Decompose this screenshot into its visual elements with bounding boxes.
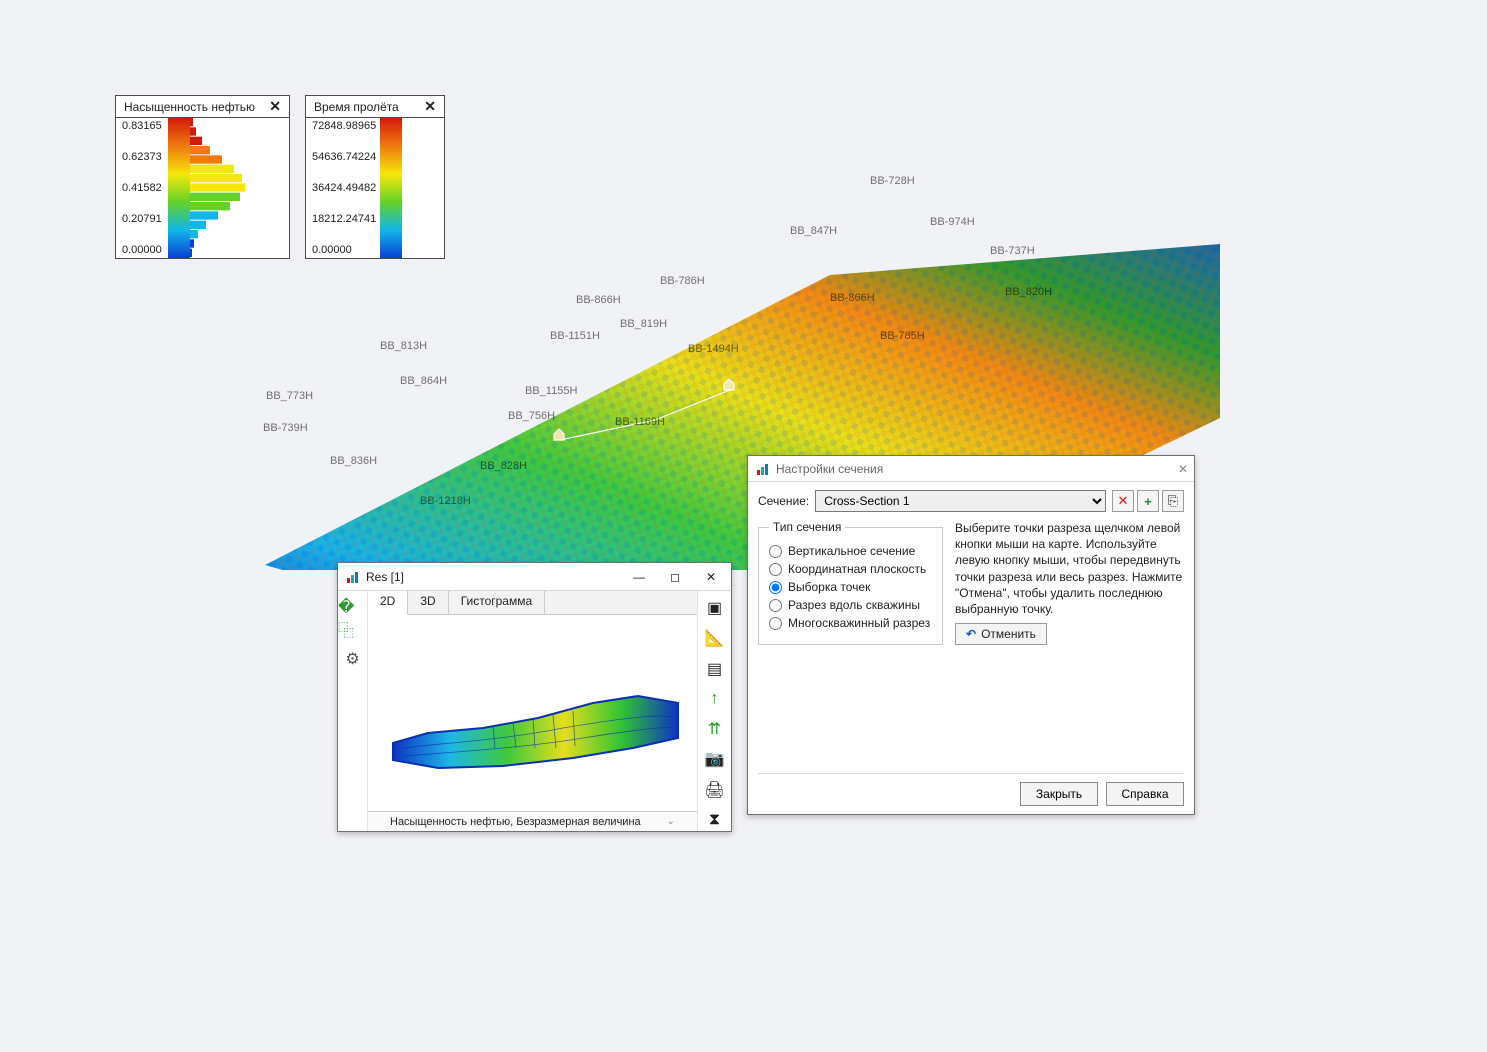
add-section-button[interactable]: + <box>1137 490 1159 512</box>
legend-title: Время пролёта <box>314 100 399 114</box>
res-left-toolbar: �⿻ ⚙ <box>338 591 368 831</box>
res-canvas[interactable] <box>368 615 697 811</box>
section-select[interactable]: Cross-Section 1 <box>815 490 1106 512</box>
tab-3d[interactable]: 3D <box>408 591 448 614</box>
radio-label: Разрез вдоль скважины <box>788 598 920 612</box>
well-label: BB_847H <box>790 225 837 237</box>
legend-title: Насыщенность нефтью <box>124 100 255 114</box>
legend-colorbar <box>168 118 190 258</box>
well-label: BB-728H <box>870 175 915 187</box>
res-title: Res [1] <box>366 570 404 584</box>
section-type-radio-4[interactable]: Многоскважинный разрез <box>769 616 932 630</box>
section-type-radio-1[interactable]: Координатная плоскость <box>769 562 932 576</box>
radio-label: Выборка точек <box>788 580 870 594</box>
legend-close-button[interactable]: ✕ <box>420 98 440 115</box>
help-dialog-button[interactable]: Справка <box>1106 782 1184 806</box>
res-status-text: Насыщенность нефтью, Безразмерная величи… <box>390 816 641 828</box>
res-tabs: 2D3DГистограмма <box>368 591 697 615</box>
radio-input[interactable] <box>769 581 782 594</box>
legend-flight_time[interactable]: Время пролёта ✕ 72848.9896554636.742243642… <box>305 95 445 259</box>
legend-close-button[interactable]: ✕ <box>265 98 285 115</box>
ruler-icon[interactable]: 📐 <box>703 627 727 649</box>
minimize-button[interactable]: — <box>621 564 657 590</box>
well-label: BB_813H <box>380 340 427 352</box>
well-label: BB-739H <box>263 422 308 434</box>
camera-icon[interactable]: 📷 <box>703 748 727 770</box>
cross-section-preview <box>383 648 683 778</box>
well-label: BB_819H <box>620 318 667 330</box>
legend-histogram <box>190 118 250 258</box>
app-icon <box>756 462 770 476</box>
section-settings-dialog[interactable]: Настройки сечения ✕ Сечение: Cross-Secti… <box>747 455 1195 815</box>
well-label: BB-866H <box>576 294 621 306</box>
well-label: BB-1218H <box>420 495 471 507</box>
well-label: BB_773H <box>266 390 313 402</box>
print-icon[interactable]: 🖨 <box>703 779 727 801</box>
well-label: BB-1494H <box>688 343 739 355</box>
res-right-toolbar: ▣ 📐 ▤ ↑ ⇈ 📷 🖨 ⧗ <box>697 591 731 831</box>
well-label: BB-737H <box>990 245 1035 257</box>
well-label: BB_1155H <box>525 385 577 397</box>
radio-input[interactable] <box>769 563 782 576</box>
radio-input[interactable] <box>769 599 782 612</box>
close-button[interactable]: ✕ <box>693 564 729 590</box>
radio-input[interactable] <box>769 617 782 630</box>
legend-colorbar <box>380 118 402 258</box>
radio-label: Многоскважинный разрез <box>788 616 930 630</box>
well-label: BB-785H <box>880 330 925 342</box>
section-type-radio-3[interactable]: Разрез вдоль скважины <box>769 598 932 612</box>
section-type-radio-0[interactable]: Вертикальное сечение <box>769 544 932 558</box>
well-label: BB_820H <box>1005 286 1052 298</box>
undo-label: Отменить <box>981 626 1036 642</box>
dialog-title: Настройки сечения <box>776 462 883 476</box>
well-label: BB-974H <box>930 216 975 228</box>
radio-input[interactable] <box>769 545 782 558</box>
settings-icon[interactable]: ⚙ <box>345 649 359 669</box>
app-icon <box>346 570 360 584</box>
section-label: Сечение: <box>758 494 809 508</box>
well-label: BB_864H <box>400 375 447 387</box>
section-type-legend: Тип сечения <box>769 520 845 534</box>
copy-section-button[interactable]: ⎘ <box>1162 490 1184 512</box>
tab-гистограмма[interactable]: Гистограмма <box>449 591 545 614</box>
help-text: Выберите точки разреза щелчком левой кно… <box>955 520 1184 617</box>
radio-label: Координатная плоскость <box>788 562 926 576</box>
well-label: BB_828H <box>480 460 527 472</box>
well-label: BB-1151H <box>550 330 600 342</box>
undo-icon: ↶ <box>966 626 976 642</box>
delete-section-button[interactable]: ✕ <box>1112 490 1134 512</box>
well-label: BB_756H <box>508 410 555 422</box>
dialog-titlebar[interactable]: Настройки сечения ✕ <box>748 456 1194 482</box>
filter-icon[interactable]: ⧗ <box>703 809 727 831</box>
legend-ticks: 0.831650.623730.415820.207910.00000 <box>116 118 168 258</box>
section-type-group: Тип сечения Вертикальное сечение Координа… <box>758 520 943 645</box>
expand-status-icon[interactable]: ⌄ <box>667 816 675 827</box>
scale-up2-icon[interactable]: ⇈ <box>703 718 727 740</box>
well-label: BB_836H <box>330 455 377 467</box>
tab-2d[interactable]: 2D <box>368 591 408 615</box>
box-icon[interactable]: ▣ <box>703 597 727 619</box>
legend-oil_sat[interactable]: Насыщенность нефтью ✕ 0.831650.623730.4158… <box>115 95 290 259</box>
maximize-button[interactable]: ◻ <box>657 564 693 590</box>
radio-label: Вертикальное сечение <box>788 544 915 558</box>
close-dialog-button[interactable]: Закрыть <box>1020 782 1098 806</box>
undo-button[interactable]: ↶ Отменить <box>955 623 1047 645</box>
scale-up-icon[interactable]: ↑ <box>703 688 727 710</box>
legend-icon[interactable]: ▤ <box>703 658 727 680</box>
res-titlebar[interactable]: Res [1] — ◻ ✕ <box>338 563 731 591</box>
res-statusbar: Насыщенность нефтью, Безразмерная величи… <box>368 811 697 831</box>
res-window[interactable]: Res [1] — ◻ ✕ �⿻ ⚙ 2D3DГистограмма <box>337 562 732 832</box>
legend-ticks: 72848.9896554636.7422436424.4948218212.2… <box>306 118 380 258</box>
dialog-close-button[interactable]: ✕ <box>1178 462 1188 476</box>
section-type-radio-2[interactable]: Выборка точек <box>769 580 932 594</box>
well-label: BB-786H <box>660 275 705 287</box>
well-label: BB-1169H <box>615 416 665 428</box>
tree-panel-icon[interactable]: �⿻ <box>338 597 367 641</box>
well-label: BB-866H <box>830 292 875 304</box>
